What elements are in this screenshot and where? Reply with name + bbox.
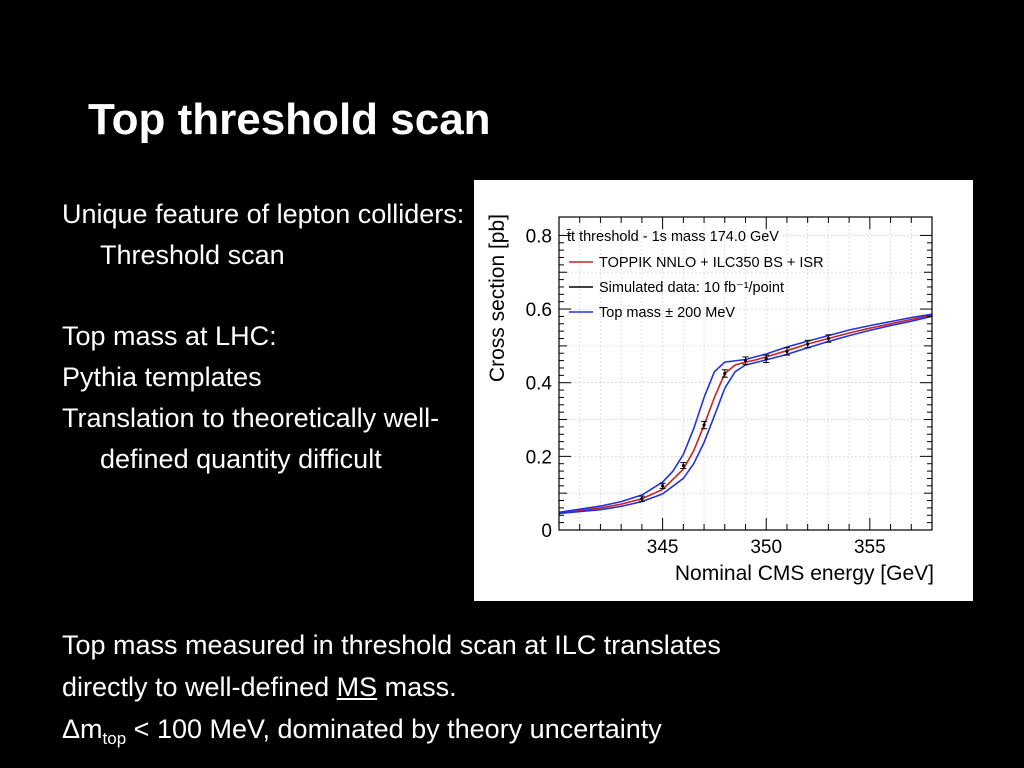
data-point: [743, 359, 748, 363]
y-tick-label: 0.6: [526, 300, 552, 321]
delta-m: Δm: [62, 714, 103, 744]
x-tick-label: 355: [854, 537, 886, 558]
legend-label: TOPPIK NNLO + ILC350 BS + ISR: [599, 255, 824, 271]
data-point: [764, 357, 768, 361]
bullet-gap: [62, 276, 472, 316]
bullet-lepton-colliders: Unique feature of lepton colliders: Thre…: [62, 199, 465, 270]
data-point: [640, 497, 644, 501]
bottom-line-3-post: < 100 MeV, dominated by theory uncertain…: [126, 714, 662, 744]
data-point: [826, 336, 830, 341]
x-tick-label: 350: [750, 537, 782, 558]
x-tick-label: 345: [647, 537, 679, 558]
bottom-text: Top mass measured in threshold scan at I…: [62, 624, 982, 760]
slide-title: Top threshold scan: [88, 95, 491, 144]
bottom-line-1: Top mass measured in threshold scan at I…: [62, 630, 721, 660]
ms-bar-text: MS: [336, 672, 378, 702]
y-tick-label: 0.4: [526, 374, 553, 395]
data-point: [806, 342, 810, 346]
legend-header: t̄t threshold - 1s mass 174.0 GeV: [567, 229, 779, 245]
bullet-pythia-templates: Pythia templates: [62, 362, 262, 392]
bullet-top-mass-lhc: Top mass at LHC:: [62, 321, 277, 351]
bottom-line-3: Δmtop < 100 MeV, dominated by theory unc…: [62, 708, 982, 760]
x-axis-label: Nominal CMS energy [GeV]: [675, 562, 934, 585]
chart-svg: 345 350 355 0 0.2 0.4 0.6 0.8 Nominal CMS energy…: [486, 214, 934, 585]
data-point: [785, 349, 789, 354]
legend-label: Top mass ± 200 MeV: [599, 305, 735, 321]
y-tick-label: 0: [541, 521, 552, 542]
y-axis-label: Cross section [pb]: [486, 214, 509, 382]
data-point: [723, 371, 727, 376]
series-line-1: [558, 315, 933, 515]
y-tick-label: 0.8: [526, 226, 552, 247]
threshold-scan-plot: 345 350 355 0 0.2 0.4 0.6 0.8 Nominal CMS energy…: [474, 180, 973, 601]
bottom-line-2-post: mass.: [377, 672, 457, 702]
series-line-0: [558, 314, 933, 515]
delta-m-subscript: top: [102, 729, 127, 748]
bullet-list: Unique feature of lepton colliders: Thre…: [62, 194, 472, 480]
y-tick-label: 0.2: [526, 447, 552, 468]
data-point: [702, 423, 706, 427]
bullet-translation: Translation to theoretically well-define…: [62, 403, 440, 474]
bottom-line-2-pre: directly to well-defined: [62, 672, 337, 702]
bottom-line-2: directly to well-defined MS mass.: [62, 666, 982, 708]
legend-label: Simulated data: 10 fb⁻¹/point: [599, 280, 784, 296]
series-line-2: [558, 313, 933, 514]
data-point: [681, 463, 685, 468]
data-point: [661, 484, 665, 488]
